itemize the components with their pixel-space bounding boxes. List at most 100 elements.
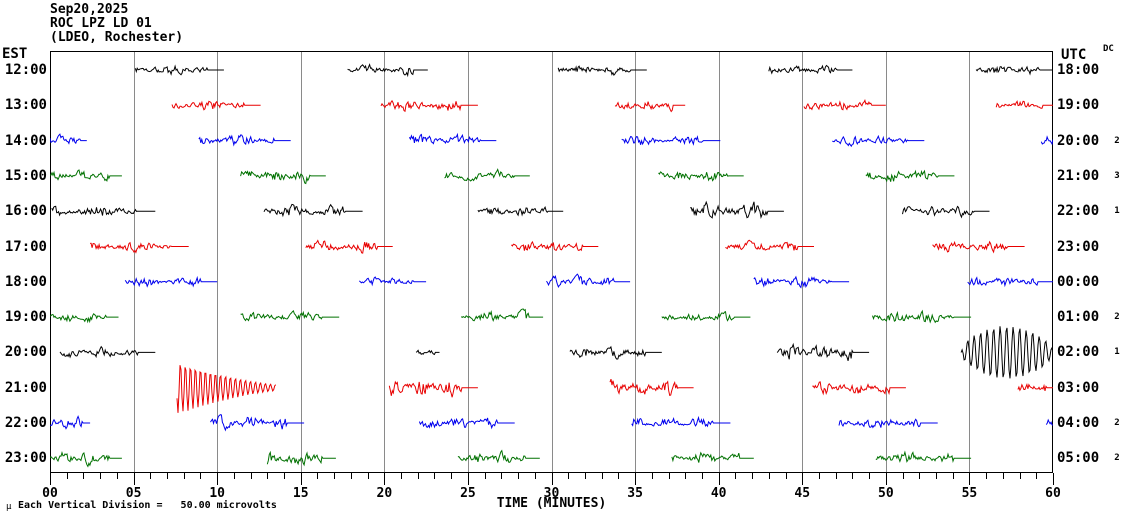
dc-value: 2 [1114,135,1120,146]
minute-tick [233,473,235,479]
five-minute-tick [50,473,51,485]
x-tick-label: 25 [460,486,476,501]
left-axis-label: EST [2,46,28,62]
est-time-label: 15:00 [4,167,47,184]
utc-time-label: 04:00 [1057,415,1100,431]
utc-time-label: 00:00 [1057,273,1100,290]
grid-line [384,52,386,472]
utc-time-label: 01:00 [1057,309,1100,326]
five-minute-tick [635,473,637,485]
est-time-label: 23:00 [4,450,47,467]
minute-tick [735,473,737,479]
minute-tick [1019,473,1021,479]
est-time-label: 19:00 [4,309,47,326]
right-axis-label: UTC [1061,47,1087,63]
minute-tick [701,473,703,479]
five-minute-tick [217,473,219,485]
x-tick-label: 10 [209,486,225,501]
minute-tick [434,473,436,479]
minute-tick [952,473,954,479]
est-time-label: 13:00 [4,97,47,114]
x-tick-label: 30 [543,486,560,501]
five-minute-tick [1053,473,1054,485]
minute-tick [768,473,770,479]
minute-tick [919,473,921,479]
utc-time-label: 20:00 [1057,132,1100,149]
minute-tick [935,473,937,479]
minute-tick [451,473,453,479]
utc-time-label: 22:00 [1057,203,1100,220]
utc-time-label: 03:00 [1057,379,1100,396]
five-minute-tick [802,473,804,485]
minute-tick [401,473,403,479]
minute-tick [284,473,286,479]
minute-tick [100,473,102,479]
grid-line [802,52,804,472]
minute-tick [350,473,352,479]
minute-tick [367,473,369,479]
x-tick-label: 55 [961,486,978,501]
five-minute-tick [384,473,386,485]
dc-value: 2 [1114,312,1120,323]
grid-line [635,52,637,472]
minute-tick [818,473,820,479]
minute-tick [685,473,687,479]
grid-line [969,52,971,472]
grid-line [300,52,302,472]
x-tick-label: 05 [125,486,142,501]
x-tick-label: 00 [42,486,58,501]
utc-time-label: 19:00 [1057,97,1100,114]
helicorder-plot-area [50,51,1053,473]
est-time-label: 21:00 [4,379,47,396]
header-network: (LDEO, Rochester) [50,30,184,45]
dc-value: 1 [1114,347,1120,358]
minute-tick [66,473,68,479]
utc-time-label: 23:00 [1057,238,1100,255]
minute-tick [250,473,252,479]
minute-tick [618,473,620,479]
minute-tick [267,473,269,479]
mu-mark: μ [6,502,12,512]
header-date: Sep20,2025 [50,2,129,17]
five-minute-tick [467,473,469,485]
minute-tick [150,473,152,479]
minute-tick [785,473,787,479]
five-minute-tick [885,473,887,485]
x-tick-label: 45 [794,486,811,501]
x-tick-label: 60 [1045,486,1061,501]
minute-tick [116,473,118,479]
five-minute-tick [551,473,553,485]
minute-tick [518,473,520,479]
minute-tick [902,473,904,479]
dc-value: 3 [1114,170,1120,181]
x-tick-label: 15 [292,486,309,501]
five-minute-tick [300,473,302,485]
dc-column-label: DC [1103,44,1114,54]
utc-time-label: 21:00 [1057,167,1100,184]
minute-tick [752,473,754,479]
minute-tick [484,473,486,479]
five-minute-tick [718,473,720,485]
x-tick-label: 35 [627,486,643,501]
est-time-label: 17:00 [4,238,47,255]
minute-tick [1036,473,1038,479]
minute-tick [501,473,503,479]
grid-line [467,52,469,472]
minute-tick [83,473,85,479]
minute-tick [986,473,988,479]
est-time-label: 18:00 [4,273,47,290]
minute-tick [668,473,670,479]
header-station-id: ROC LPZ LD 01 [50,16,152,31]
minute-tick [183,473,185,479]
est-time-label: 16:00 [4,203,47,220]
minute-tick [534,473,536,479]
minute-tick [317,473,319,479]
minute-tick [200,473,202,479]
minute-tick [167,473,169,479]
utc-time-label: 05:00 [1057,450,1100,467]
grid-line [217,52,219,472]
est-time-label: 14:00 [4,132,47,149]
minute-tick [417,473,419,479]
dc-value: 2 [1114,453,1120,464]
